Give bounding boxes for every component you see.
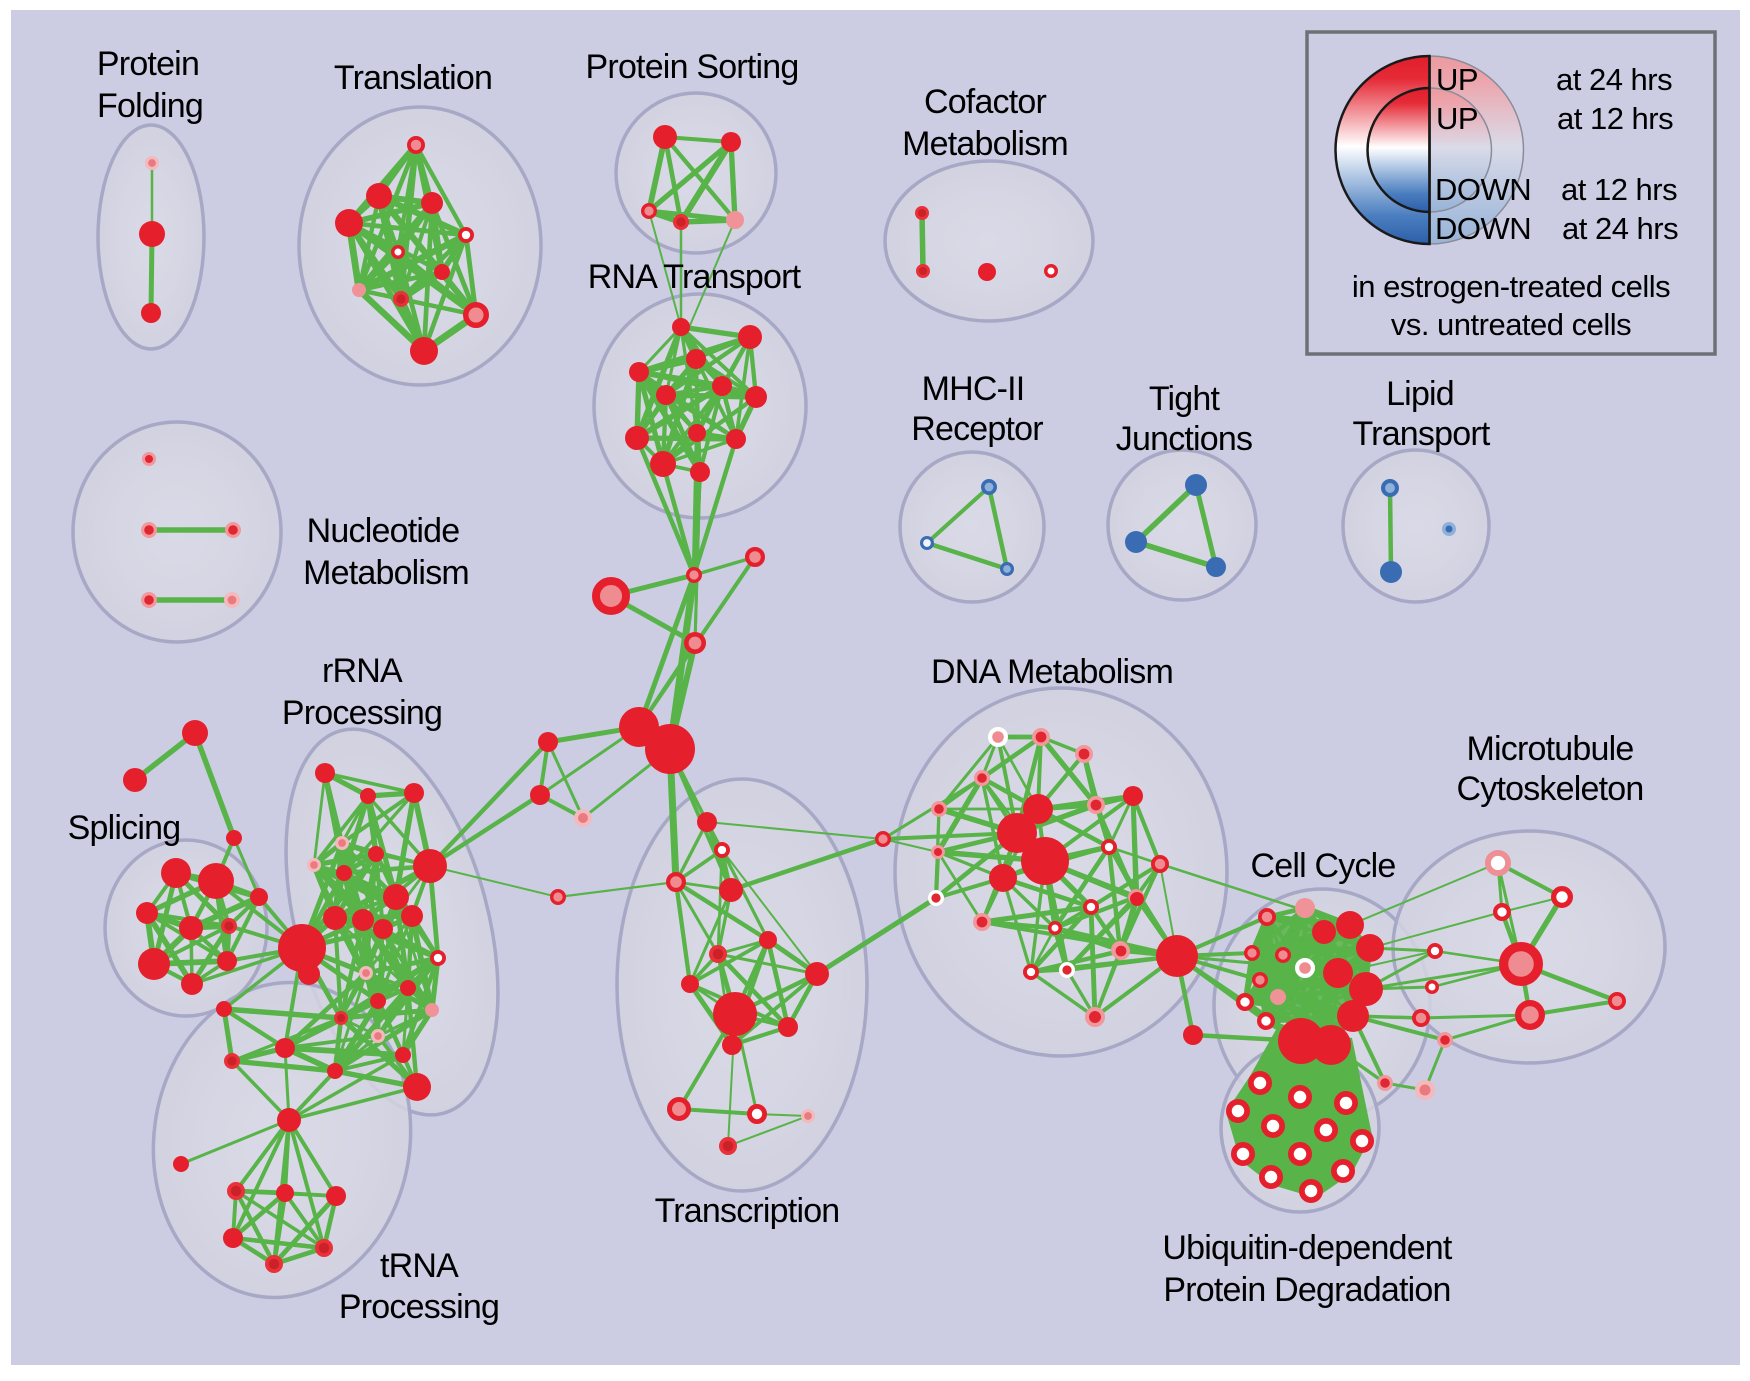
svg-text:UP: UP: [1436, 101, 1478, 136]
svg-text:at 12 hrs: at 12 hrs: [1557, 101, 1673, 136]
svg-text:Processing: Processing: [339, 1288, 499, 1326]
svg-text:Microtubule: Microtubule: [1467, 730, 1634, 768]
svg-text:tRNA: tRNA: [380, 1247, 459, 1285]
svg-text:Junctions: Junctions: [1116, 420, 1252, 458]
svg-text:Metabolism: Metabolism: [902, 125, 1068, 163]
svg-text:Protein Sorting: Protein Sorting: [586, 48, 799, 86]
svg-text:Lipid: Lipid: [1386, 375, 1454, 413]
svg-text:Cytoskeleton: Cytoskeleton: [1457, 770, 1644, 808]
svg-text:UP: UP: [1436, 62, 1478, 97]
svg-text:Transcription: Transcription: [655, 1192, 840, 1230]
svg-text:at 12 hrs: at 12 hrs: [1561, 172, 1677, 207]
svg-text:Protein Degradation: Protein Degradation: [1163, 1271, 1450, 1309]
svg-text:Ubiquitin-dependent: Ubiquitin-dependent: [1162, 1229, 1452, 1267]
svg-text:Splicing: Splicing: [68, 809, 181, 847]
svg-text:Translation: Translation: [334, 59, 492, 97]
svg-text:at 24 hrs: at 24 hrs: [1556, 62, 1672, 97]
svg-text:in estrogen-treated cells: in estrogen-treated cells: [1352, 269, 1670, 304]
svg-text:MHC-II: MHC-II: [922, 370, 1025, 408]
svg-text:Transport: Transport: [1352, 415, 1490, 453]
svg-text:Processing: Processing: [282, 694, 442, 732]
svg-text:Receptor: Receptor: [911, 410, 1043, 448]
svg-text:at 24 hrs: at 24 hrs: [1562, 211, 1678, 246]
svg-text:Metabolism: Metabolism: [303, 554, 469, 592]
svg-text:vs. untreated cells: vs. untreated cells: [1391, 307, 1631, 342]
svg-text:DOWN: DOWN: [1435, 172, 1531, 207]
svg-text:DNA Metabolism: DNA Metabolism: [931, 653, 1173, 691]
svg-text:Nucleotide: Nucleotide: [307, 512, 460, 550]
svg-text:RNA Transport: RNA Transport: [588, 258, 802, 296]
svg-text:Protein: Protein: [97, 45, 199, 83]
svg-text:Tight: Tight: [1149, 380, 1221, 418]
svg-text:Cofactor: Cofactor: [924, 83, 1047, 121]
svg-text:Folding: Folding: [97, 87, 203, 125]
svg-text:rRNA: rRNA: [322, 652, 403, 690]
svg-text:DOWN: DOWN: [1435, 211, 1531, 246]
svg-text:Cell Cycle: Cell Cycle: [1250, 847, 1395, 885]
